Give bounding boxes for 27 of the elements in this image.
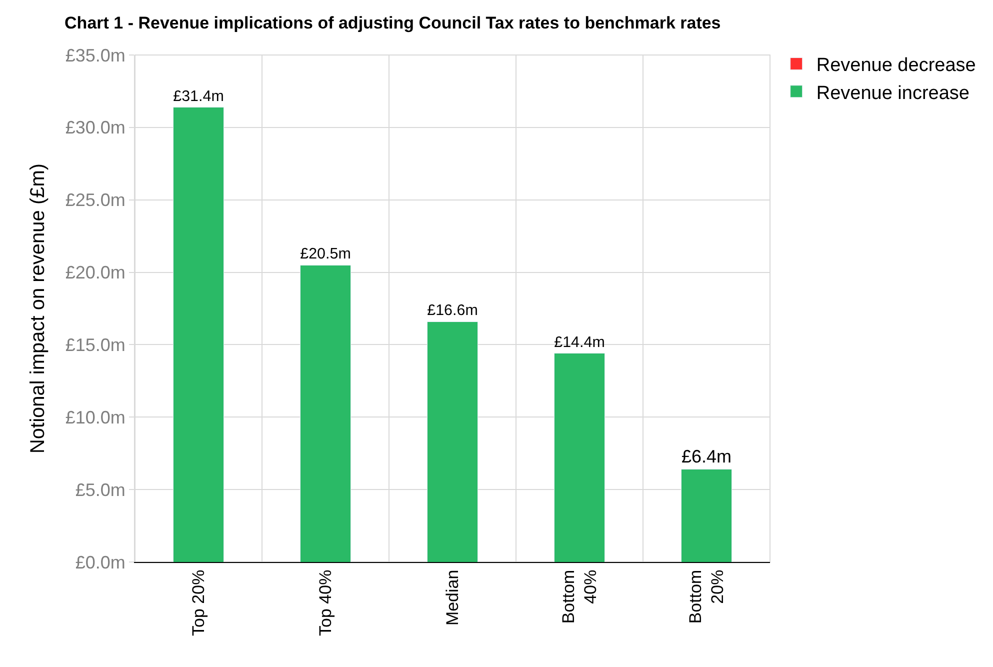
x-tick-label: Bottom 20% [686,570,728,624]
legend-label: Revenue increase [816,82,970,104]
y-axis-title: Notional impact on revenue (£m) [26,163,49,454]
data-label: £20.5m [300,246,351,263]
data-label: £16.6m [427,302,478,320]
y-tick-label: £10.0m [65,407,126,428]
bar [300,264,352,562]
y-tick-label: £25.0m [65,190,126,210]
legend-label: Revenue decrease [816,55,976,76]
data-label: £14.4m [554,334,605,352]
bar [172,106,224,562]
bar [680,469,732,562]
x-tick-label: Median [443,570,462,626]
y-tick-label: £0.0m [75,552,126,572]
data-label: £31.4m [173,88,224,105]
x-tick-label: Bottom 40% [558,570,600,624]
y-tick-label: £5.0m [75,480,126,500]
data-label: £6.4m [681,446,732,466]
bar [554,353,606,562]
y-tick-label: £15.0m [65,335,126,356]
y-tick-label: £20.0m [65,262,126,283]
y-tick-label: £35.0m [65,45,126,66]
x-tick-label: Top 20% [189,570,208,636]
y-tick-label: £30.0m [65,118,126,138]
chart-title: Chart 1 - Revenue implications of adjusting Council Tax rates to benchmark rates [64,14,721,33]
bar [426,321,478,562]
x-tick-label: Top 40% [316,570,336,636]
